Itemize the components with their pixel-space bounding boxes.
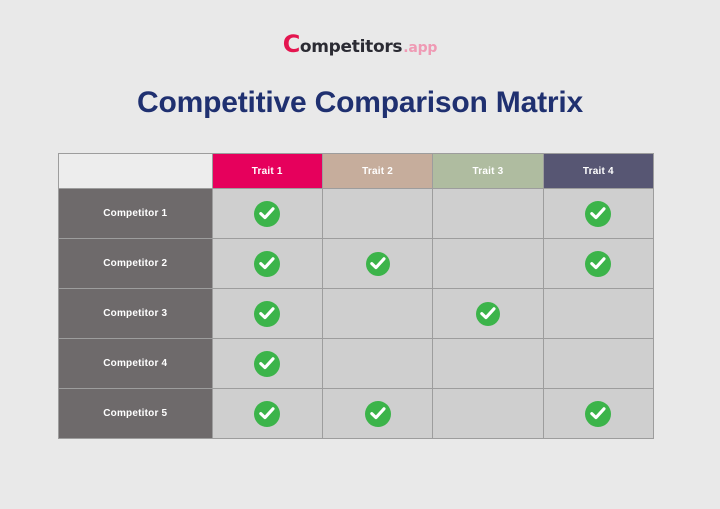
cell-r4-c3[interactable] — [432, 338, 544, 389]
check-circle-icon — [475, 301, 500, 326]
row-label-competitor-5: Competitor 5 — [58, 388, 213, 439]
cell-r1-c4[interactable] — [542, 188, 655, 239]
cell-r3-c3[interactable] — [432, 288, 544, 339]
check-circle-icon — [254, 300, 281, 327]
column-header-trait-1: Trait 1 — [211, 153, 323, 189]
brand-logo: Competitors.app — [6, 30, 714, 59]
cell-r2-c1[interactable] — [211, 238, 323, 289]
row-label-competitor-3: Competitor 3 — [58, 288, 213, 339]
check-circle-icon — [254, 400, 281, 427]
table-row: Competitor 1 — [58, 188, 655, 239]
column-header-trait-3: Trait 3 — [432, 153, 544, 189]
table-row: Competitor 2 — [58, 238, 655, 289]
cell-r4-c4[interactable] — [542, 338, 655, 389]
matrix-body: Competitor 1 Competitor 2 Competitor 3 Comp… — [58, 188, 655, 439]
check-circle-icon — [254, 200, 281, 227]
check-circle-icon — [585, 250, 612, 277]
logo-tld: .app — [403, 40, 438, 56]
cell-r3-c2[interactable] — [321, 288, 434, 339]
row-label-competitor-1: Competitor 1 — [58, 188, 213, 239]
row-label-competitor-4: Competitor 4 — [58, 338, 213, 389]
column-header-trait-2: Trait 2 — [321, 153, 434, 189]
cell-r2-c4[interactable] — [542, 238, 655, 289]
page-title: Competitive Comparison Matrix — [137, 86, 583, 119]
check-circle-icon — [365, 251, 390, 276]
slide-canvas: Competitors.app Competitive Comparison M… — [6, 4, 714, 505]
table-row: Competitor 3 — [58, 288, 655, 339]
comparison-matrix-table: Trait 1 Trait 2 Trait 3 Trait 4 Competit… — [58, 153, 655, 439]
cell-r5-c3[interactable] — [432, 388, 544, 439]
cell-r3-c4[interactable] — [542, 288, 655, 339]
cell-r1-c3[interactable] — [432, 188, 544, 239]
cell-r1-c2[interactable] — [321, 188, 434, 239]
header-row: Trait 1 Trait 2 Trait 3 Trait 4 — [58, 153, 655, 189]
logo-wordmark: ompetitors — [299, 37, 403, 57]
check-circle-icon — [254, 250, 281, 277]
row-label-competitor-2: Competitor 2 — [58, 238, 213, 289]
cell-r4-c2[interactable] — [321, 338, 434, 389]
column-header-trait-4: Trait 4 — [542, 153, 655, 189]
cell-r2-c3[interactable] — [432, 238, 544, 289]
check-circle-icon — [254, 350, 281, 377]
cell-r5-c2[interactable] — [321, 388, 434, 439]
check-circle-icon — [364, 400, 391, 427]
cell-r5-c4[interactable] — [542, 388, 655, 439]
check-circle-icon — [585, 200, 612, 227]
matrix-header: Trait 1 Trait 2 Trait 3 Trait 4 — [58, 153, 655, 189]
logo-initial-letter: C — [282, 30, 301, 58]
cell-r4-c1[interactable] — [211, 338, 323, 389]
corner-cell — [58, 153, 213, 189]
table-row: Competitor 5 — [58, 388, 655, 439]
cell-r3-c1[interactable] — [211, 288, 323, 339]
cell-r1-c1[interactable] — [211, 188, 323, 239]
check-circle-icon — [585, 400, 612, 427]
cell-r5-c1[interactable] — [211, 388, 323, 439]
table-row: Competitor 4 — [58, 338, 655, 389]
cell-r2-c2[interactable] — [321, 238, 434, 289]
